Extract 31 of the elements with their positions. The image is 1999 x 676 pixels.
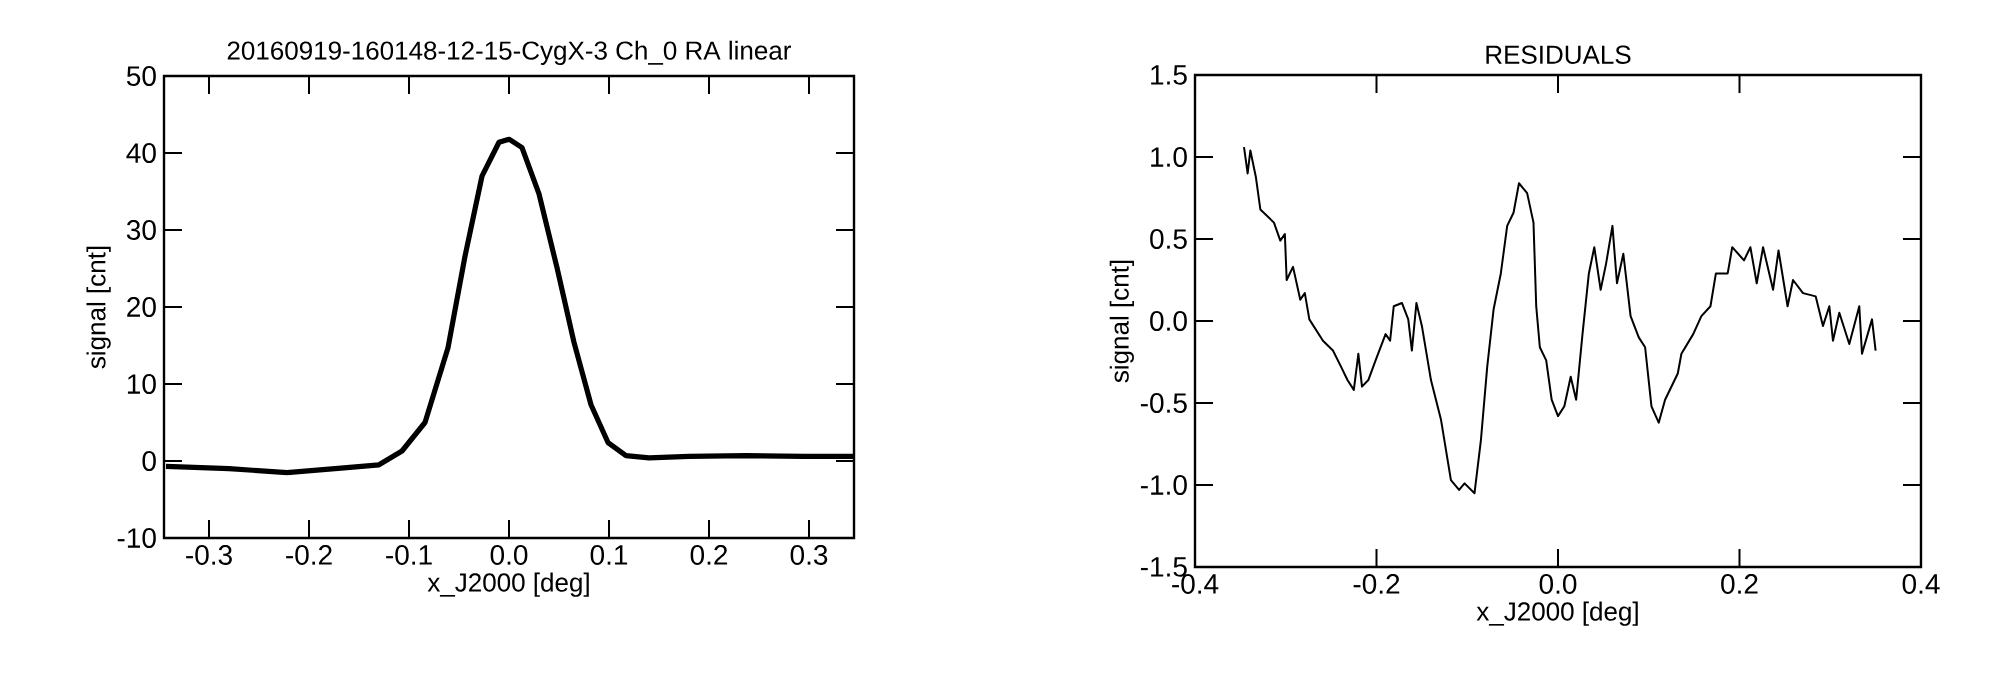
chart-title: RESIDUALS <box>1486 45 1631 64</box>
x-tick-label: 0.0 <box>490 545 528 565</box>
x-tick-label: 0.1 <box>590 545 628 565</box>
y-tick-label: 20 <box>127 297 156 317</box>
x-axis-title: x_J2000 [deg] <box>427 572 589 597</box>
x-tick-label: 0.0 <box>1539 574 1577 594</box>
x-tick-label: -0.2 <box>1353 574 1400 594</box>
y-tick-label: 1.0 <box>1151 147 1187 167</box>
y-axis-title: signal [cnt] <box>1109 260 1134 383</box>
x-tick-label: -0.1 <box>386 545 432 565</box>
chart-title: 20160919-160148-12-15-CygX-3 Ch_0 RA linear <box>227 40 791 65</box>
y-tick-label: -10 <box>117 528 156 548</box>
x-tick-label: -0.3 <box>186 545 232 565</box>
y-tick-label: 30 <box>126 220 156 240</box>
y-tick-label: 40 <box>126 143 156 163</box>
x-tick-label: 0.2 <box>690 545 728 565</box>
x-tick-label: -0.2 <box>286 545 332 565</box>
line-series <box>1243 146 1877 495</box>
y-tick-label: 50 <box>126 66 156 86</box>
y-tick-label: 10 <box>127 374 156 394</box>
y-tick-label: -0.5 <box>1140 393 1187 413</box>
y-tick-label: -1.0 <box>1140 475 1187 495</box>
y-tick-label: 0.0 <box>1150 311 1187 331</box>
y-tick-label: 0 <box>142 451 156 471</box>
x-axis-title: x_J2000 [deg] <box>1476 601 1638 626</box>
y-tick-label: 1.5 <box>1151 65 1187 85</box>
y-axis-title: signal [cnt] <box>86 246 111 369</box>
x-tick-label: 0.3 <box>790 545 828 565</box>
x-tick-label: 0.2 <box>1721 574 1758 594</box>
x-tick-label: 0.4 <box>1902 574 1940 594</box>
y-tick-label: 0.5 <box>1150 229 1187 249</box>
